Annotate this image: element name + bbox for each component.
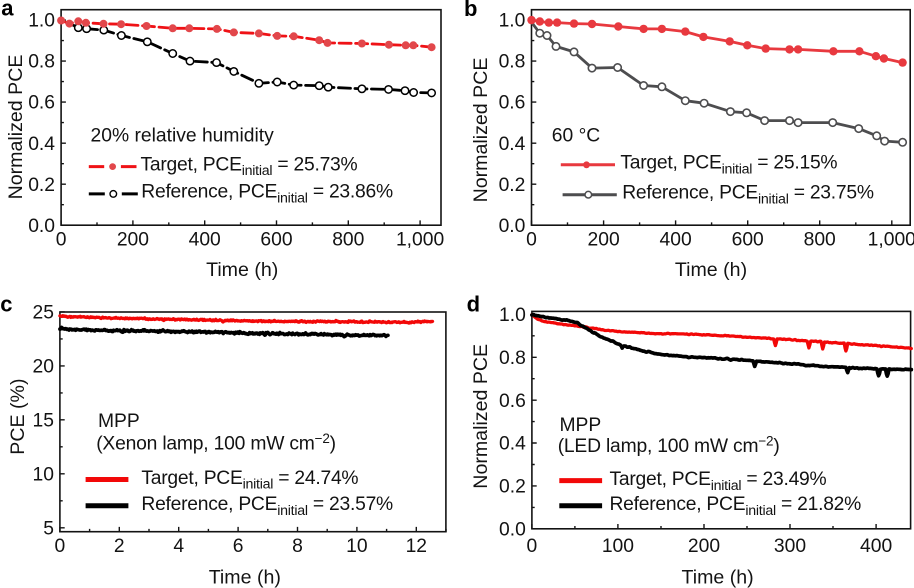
svg-text:Time (h): Time (h) bbox=[206, 259, 278, 281]
svg-text:Target, PCEinitial = 24.74%: Target, PCEinitial = 24.74% bbox=[141, 468, 358, 493]
svg-text:0.0: 0.0 bbox=[499, 519, 526, 540]
svg-text:Normalized PCE: Normalized PCE bbox=[470, 344, 492, 489]
svg-text:200: 200 bbox=[688, 536, 720, 557]
svg-text:0.8: 0.8 bbox=[499, 348, 526, 369]
svg-text:400: 400 bbox=[860, 536, 892, 557]
svg-text:0.2: 0.2 bbox=[499, 477, 526, 498]
svg-text:Normalized PCE: Normalized PCE bbox=[5, 55, 27, 200]
svg-text:20: 20 bbox=[33, 357, 54, 378]
svg-text:0.4: 0.4 bbox=[28, 134, 55, 155]
svg-text:0.6: 0.6 bbox=[28, 93, 55, 114]
svg-text:0: 0 bbox=[527, 536, 538, 557]
svg-text:10: 10 bbox=[346, 536, 367, 557]
svg-text:8: 8 bbox=[292, 536, 303, 557]
svg-text:0.6: 0.6 bbox=[499, 93, 526, 114]
svg-text:600: 600 bbox=[260, 230, 292, 251]
svg-text:1,000: 1,000 bbox=[868, 230, 914, 251]
svg-text:(LED lamp, 100 mW cm−2): (LED lamp, 100 mW cm−2) bbox=[558, 434, 780, 458]
svg-text:0.4: 0.4 bbox=[499, 134, 526, 155]
svg-text:Time (h): Time (h) bbox=[675, 259, 747, 281]
svg-text:0.2: 0.2 bbox=[499, 175, 526, 196]
svg-text:0.0: 0.0 bbox=[28, 216, 55, 237]
svg-text:Reference, PCEinitial = 23.75%: Reference, PCEinitial = 23.75% bbox=[622, 183, 874, 208]
svg-text:4: 4 bbox=[173, 536, 184, 557]
svg-text:0.4: 0.4 bbox=[499, 434, 526, 455]
svg-text:c: c bbox=[0, 292, 12, 317]
svg-text:1.0: 1.0 bbox=[499, 305, 526, 326]
svg-text:0: 0 bbox=[56, 230, 67, 251]
svg-text:1.0: 1.0 bbox=[28, 11, 55, 32]
svg-text:1.0: 1.0 bbox=[499, 11, 526, 32]
svg-text:400: 400 bbox=[189, 230, 221, 251]
svg-text:a: a bbox=[1, 0, 14, 20]
svg-text:2: 2 bbox=[114, 536, 125, 557]
svg-text:0: 0 bbox=[55, 536, 66, 557]
svg-text:Time (h): Time (h) bbox=[681, 566, 753, 588]
svg-text:15: 15 bbox=[33, 410, 54, 431]
svg-text:MPP: MPP bbox=[98, 411, 140, 432]
svg-text:25: 25 bbox=[33, 303, 54, 324]
svg-text:400: 400 bbox=[660, 230, 692, 251]
svg-text:(Xenon lamp, 100 mW cm−2): (Xenon lamp, 100 mW cm−2) bbox=[96, 431, 336, 455]
svg-text:12: 12 bbox=[406, 536, 427, 557]
svg-text:PCE (%): PCE (%) bbox=[7, 378, 29, 454]
svg-text:5: 5 bbox=[43, 518, 54, 539]
svg-text:800: 800 bbox=[332, 230, 364, 251]
svg-text:60 °C: 60 °C bbox=[552, 126, 601, 147]
svg-text:10: 10 bbox=[33, 464, 54, 485]
svg-text:0.0: 0.0 bbox=[499, 216, 526, 237]
svg-text:600: 600 bbox=[732, 230, 764, 251]
svg-text:d: d bbox=[467, 292, 480, 317]
svg-text:800: 800 bbox=[804, 230, 836, 251]
svg-text:Reference, PCEinitial = 23.57%: Reference, PCEinitial = 23.57% bbox=[141, 494, 393, 519]
svg-text:Target, PCEinitial = 25.15%: Target, PCEinitial = 25.15% bbox=[620, 153, 837, 178]
svg-text:200: 200 bbox=[588, 230, 620, 251]
svg-text:Reference, PCEinitial = 21.82%: Reference, PCEinitial = 21.82% bbox=[610, 494, 862, 519]
svg-text:300: 300 bbox=[774, 536, 806, 557]
svg-text:0.8: 0.8 bbox=[499, 52, 526, 73]
svg-text:6: 6 bbox=[233, 536, 244, 557]
svg-text:0.8: 0.8 bbox=[28, 52, 55, 73]
svg-text:0: 0 bbox=[526, 230, 537, 251]
svg-text:Time (h): Time (h) bbox=[209, 566, 281, 588]
svg-text:0.2: 0.2 bbox=[28, 175, 55, 196]
svg-text:Normalized PCE: Normalized PCE bbox=[470, 58, 492, 203]
svg-text:0.6: 0.6 bbox=[499, 391, 526, 412]
svg-text:100: 100 bbox=[602, 536, 634, 557]
svg-text:MPP: MPP bbox=[560, 415, 602, 436]
svg-text:20% relative humidity: 20% relative humidity bbox=[91, 126, 275, 147]
svg-text:200: 200 bbox=[117, 230, 149, 251]
svg-text:1,000: 1,000 bbox=[396, 230, 444, 251]
svg-text:Reference, PCEinitial = 23.86%: Reference, PCEinitial = 23.86% bbox=[141, 182, 393, 207]
svg-text:b: b bbox=[464, 0, 477, 21]
